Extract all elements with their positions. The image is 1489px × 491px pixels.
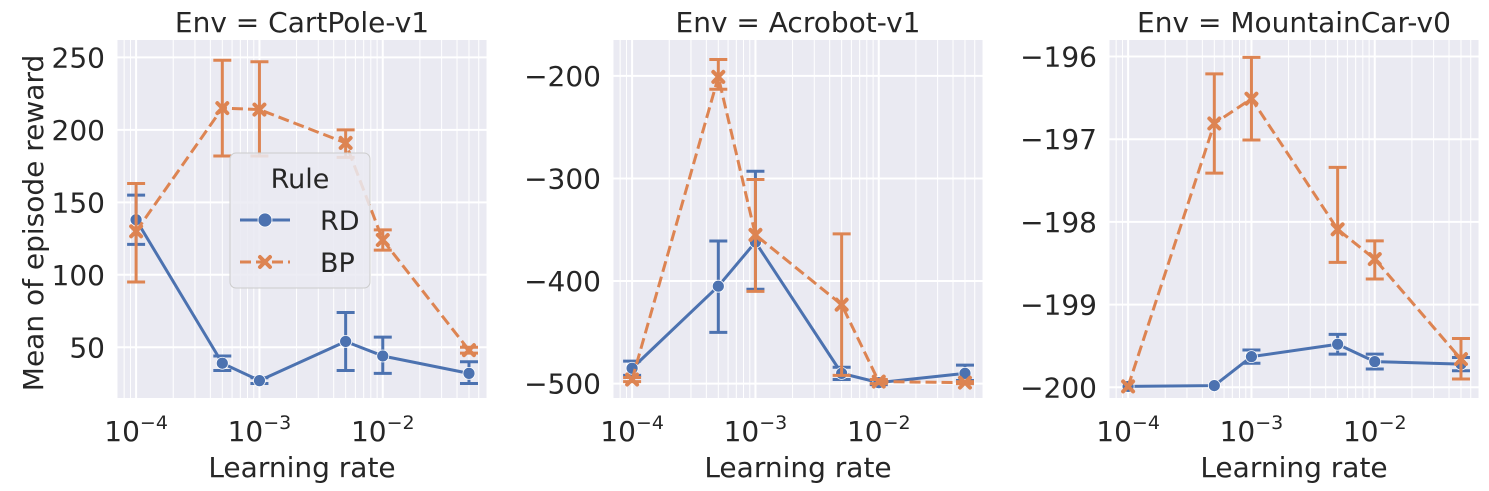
data-point xyxy=(129,224,144,239)
data-point xyxy=(958,366,972,380)
data-point xyxy=(1244,91,1259,106)
y-tick-label: −197 xyxy=(1020,123,1097,156)
data-point xyxy=(376,349,390,363)
panel-2: 10−4 10−3 10−2 −500 −400 −300 −200 Env = Acrobo… xyxy=(524,6,983,484)
data-point xyxy=(338,135,353,150)
x-tick-label: 10−4 xyxy=(1096,412,1160,448)
series-line-rd xyxy=(1128,342,1462,388)
data-point xyxy=(215,356,229,370)
y-tick-label: 100 xyxy=(52,259,105,292)
x-tick-label: 10−2 xyxy=(1343,412,1407,448)
data-point xyxy=(1367,252,1382,267)
plot-background xyxy=(613,40,983,398)
data-point xyxy=(871,374,886,389)
plot-background xyxy=(1109,40,1479,398)
x-axis-label: Learning rate xyxy=(704,451,891,484)
x-tick-label: 10−2 xyxy=(351,412,415,448)
series-bp xyxy=(623,57,974,390)
y-tick-label: 50 xyxy=(69,331,105,364)
data-point xyxy=(711,279,725,293)
legend-item-rd: RD xyxy=(240,206,360,237)
data-point xyxy=(462,366,476,380)
data-point xyxy=(834,297,849,312)
y-axis-label: Mean of episode reward xyxy=(17,55,50,391)
data-point xyxy=(1331,337,1345,351)
legend-title: Rule xyxy=(271,164,330,195)
legend-box xyxy=(229,152,371,289)
series-line-bp xyxy=(630,75,965,385)
x-tick-label: 10−3 xyxy=(228,412,292,448)
data-point xyxy=(1207,116,1222,131)
x-tick-label: 10−4 xyxy=(104,412,168,448)
x-axis-label: Learning rate xyxy=(1200,451,1387,484)
series-group xyxy=(127,58,478,388)
x-tick-label: 10−3 xyxy=(1220,412,1284,448)
x-tick-label: 10−3 xyxy=(724,412,788,448)
y-tick-label: −200 xyxy=(524,60,601,93)
data-point xyxy=(1453,352,1468,367)
data-point xyxy=(625,372,640,387)
data-point xyxy=(253,374,266,388)
x-tick-label: 10−2 xyxy=(847,412,911,448)
data-point xyxy=(1368,355,1382,369)
series-group xyxy=(1121,55,1470,394)
data-point xyxy=(1330,222,1345,237)
data-point xyxy=(957,375,972,390)
data-point xyxy=(252,102,267,117)
y-tick-label: −500 xyxy=(524,368,601,401)
y-tick-label: 250 xyxy=(52,41,105,74)
data-point xyxy=(215,101,230,116)
data-point xyxy=(461,343,476,358)
x-axis-label: Learning rate xyxy=(208,451,395,484)
panel-title: Env = CartPole-v1 xyxy=(175,6,429,39)
y-tick-label: −300 xyxy=(524,162,601,195)
y-tick-label: −200 xyxy=(1020,371,1097,404)
legend: Rule RD BP xyxy=(229,152,371,289)
data-point xyxy=(1245,350,1258,364)
panel-3: 10−4 10−3 10−2 −200 −199 −198 −197 −196 Env = Mo… xyxy=(1020,6,1479,484)
legend-label: BP xyxy=(320,248,355,279)
series-line-rd xyxy=(631,240,966,385)
panel-1: 10−4 10−3 10−2 50 100 150 200 250 Env = CartPole… xyxy=(52,6,487,484)
data-point xyxy=(711,69,726,84)
y-tick-label: −400 xyxy=(524,265,601,298)
x-tick-label: 10−4 xyxy=(600,412,664,448)
data-point xyxy=(748,227,763,242)
data-point xyxy=(1207,379,1221,392)
series-bp xyxy=(1121,55,1470,394)
panel-title: Env = MountainCar-v0 xyxy=(1137,6,1451,39)
y-tick-label: 200 xyxy=(52,114,105,147)
series-line-bp xyxy=(1126,97,1463,387)
y-tick-label: −196 xyxy=(1020,41,1097,74)
series-group xyxy=(623,57,974,390)
series-bp xyxy=(127,58,478,358)
y-tick-label: −198 xyxy=(1020,206,1097,239)
series-line-bp xyxy=(134,106,471,352)
data-point xyxy=(375,233,390,248)
panel-title: Env = Acrobot-v1 xyxy=(676,6,921,39)
legend-label: RD xyxy=(320,206,360,237)
data-point xyxy=(1121,379,1136,394)
series-line-rd xyxy=(134,218,470,383)
y-tick-label: 150 xyxy=(52,186,105,219)
data-point xyxy=(339,335,353,348)
legend-item-bp: BP xyxy=(240,248,355,279)
error-bar xyxy=(1328,165,1347,264)
series-rd xyxy=(127,193,478,388)
y-tick-label: −199 xyxy=(1020,289,1097,322)
